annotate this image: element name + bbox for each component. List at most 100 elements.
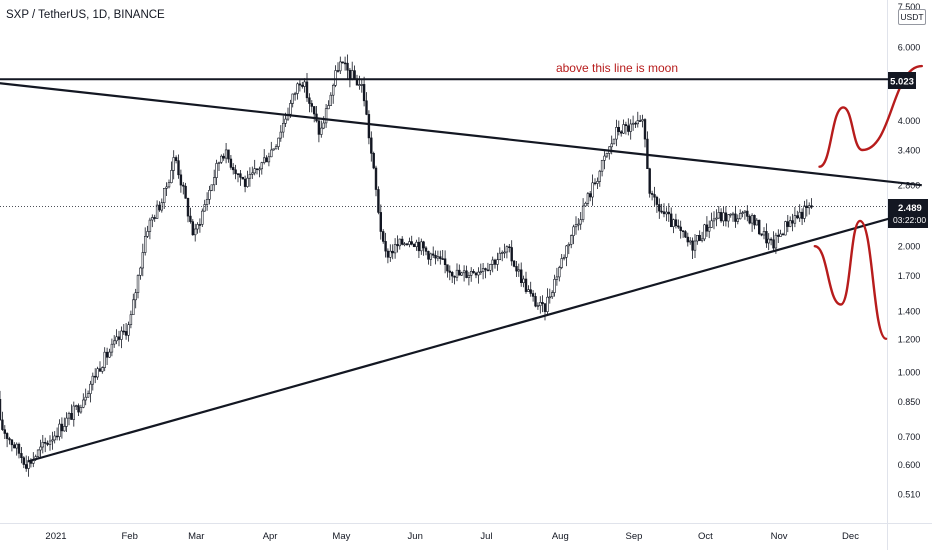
candle-body (436, 256, 440, 259)
candle-body (715, 217, 718, 220)
candle-body (641, 119, 644, 122)
candle-body (82, 399, 85, 408)
candle-body (543, 303, 547, 312)
candle-body (174, 157, 178, 162)
candle-body (277, 137, 280, 147)
candle-body (458, 269, 461, 276)
time-tick-label: Oct (698, 531, 713, 542)
candle-body (205, 199, 209, 205)
candle-body (541, 302, 544, 305)
bullish-projection-path[interactable] (818, 64, 923, 168)
candle-body (1, 419, 4, 430)
candle-body (760, 233, 763, 236)
candle-body (605, 153, 609, 157)
candle-body (698, 235, 701, 241)
candle-body (72, 405, 76, 420)
candle-body (360, 84, 363, 86)
trendline[interactable] (0, 14, 922, 187)
candle-body (700, 238, 704, 241)
price-tick-label: 6.000 (898, 43, 921, 53)
candle-body (172, 157, 175, 171)
candle-body (503, 251, 506, 254)
candle-body (153, 217, 156, 219)
candle-body (522, 278, 525, 284)
candle-body (17, 443, 21, 454)
candle-body (569, 235, 573, 245)
candle-body (405, 243, 409, 246)
time-tick-label: Feb (122, 531, 138, 542)
candle-body (648, 168, 651, 194)
candle-body (803, 205, 806, 219)
bearish-projection-path[interactable] (813, 219, 888, 340)
candle-body (312, 106, 316, 115)
candle-body (391, 250, 394, 254)
candle-body (615, 127, 618, 140)
candle-body (415, 241, 418, 247)
candle-body (658, 204, 661, 212)
candle-body (305, 81, 309, 99)
candle-body (496, 259, 499, 265)
last-price-text: 2.489 (898, 203, 922, 214)
trendline[interactable] (27, 208, 923, 463)
candle-body (665, 211, 668, 215)
currency-badge[interactable]: USDT (898, 9, 926, 25)
price-axis[interactable]: 7.500 6.000 4.000 3.400 2.800 2.000 1.700 1.400… (898, 2, 921, 500)
candle-body (734, 213, 737, 222)
candle-body (677, 225, 680, 228)
candle-body (67, 412, 71, 419)
candle-body (350, 70, 354, 79)
last-price-label: 2.489 03:22:00 (888, 199, 928, 228)
candle-body (796, 215, 799, 219)
candle-body (232, 167, 235, 171)
candle-body (353, 70, 356, 80)
candle-body (562, 256, 566, 259)
candle-body (439, 256, 442, 259)
price-tick-label: 3.400 (898, 146, 921, 156)
candle-body (198, 224, 202, 226)
time-axis[interactable]: 2021 Feb Mar Apr May Jun Jul Aug Sep Oct Nov Dec (45, 531, 859, 542)
candle-body (372, 153, 375, 169)
candle-body (581, 205, 585, 220)
candle-body (144, 236, 147, 253)
price-tick-label: 0.600 (898, 460, 921, 470)
trendline-layer (0, 14, 923, 463)
candle-body (534, 296, 537, 307)
candle-body (679, 226, 682, 232)
candle-body (572, 226, 575, 236)
candle-body (15, 443, 18, 449)
candle-body (398, 238, 401, 247)
candle-body (546, 296, 549, 313)
candle-body (396, 244, 399, 247)
candle-body (710, 220, 713, 228)
candle-body (800, 211, 804, 219)
time-tick-label: 2021 (45, 531, 66, 542)
candle-body (377, 189, 380, 213)
candle-body (346, 62, 349, 71)
candle-body (155, 204, 159, 219)
candle-body (3, 429, 7, 434)
candle-body (579, 219, 582, 225)
candle-body (779, 233, 782, 237)
candle-body (512, 260, 516, 267)
candle-body (429, 253, 432, 260)
time-tick-label: Jun (408, 531, 423, 542)
candle-body (336, 70, 340, 72)
candle-body (750, 215, 754, 224)
candle-body (105, 351, 109, 358)
candle-body (184, 185, 187, 199)
candle-body (491, 259, 494, 265)
candle-body (327, 105, 330, 110)
candle-body (129, 314, 133, 326)
candle-body (177, 160, 180, 176)
candle-body (108, 351, 111, 358)
candle-body (696, 235, 699, 242)
candle-body (191, 221, 194, 236)
candle-body (412, 243, 416, 247)
candle-body (781, 233, 785, 236)
candle-body (253, 168, 256, 174)
candle-body (70, 412, 73, 420)
time-tick-label: Nov (771, 531, 788, 542)
candle-body (236, 173, 240, 175)
candle-body (634, 122, 637, 125)
